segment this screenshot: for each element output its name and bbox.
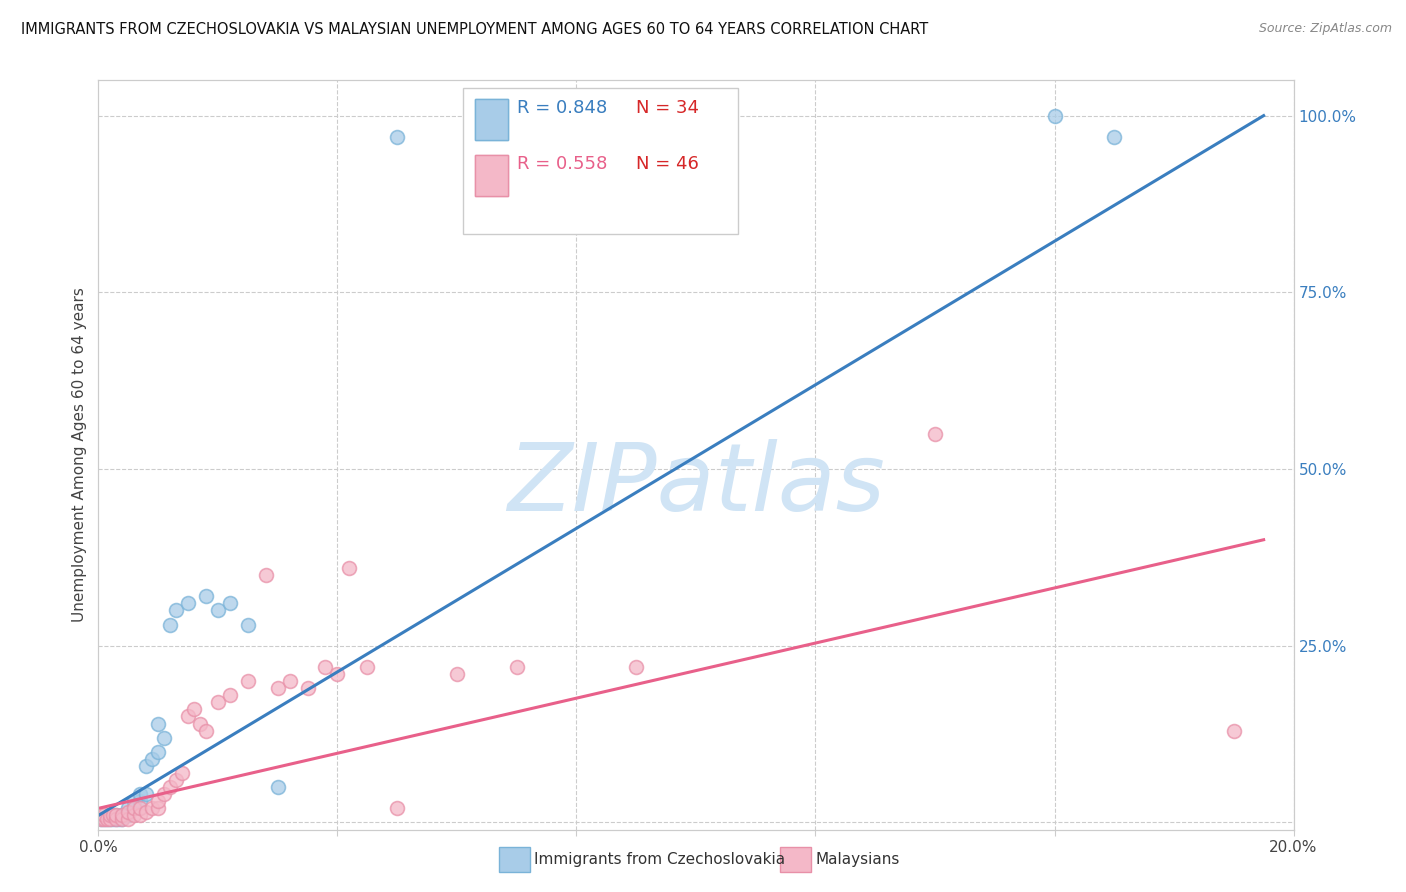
Point bbox=[124, 801, 146, 815]
Point bbox=[135, 787, 157, 801]
Point bbox=[195, 723, 218, 738]
Point bbox=[339, 561, 361, 575]
Point bbox=[117, 801, 139, 815]
Point bbox=[1223, 723, 1246, 738]
Point bbox=[207, 603, 229, 617]
Point bbox=[159, 617, 181, 632]
Point bbox=[103, 808, 125, 822]
Point bbox=[356, 660, 378, 674]
Point bbox=[105, 812, 128, 826]
Point bbox=[165, 773, 187, 788]
Point bbox=[148, 801, 170, 815]
Point bbox=[385, 129, 409, 144]
Text: R = 0.848: R = 0.848 bbox=[517, 99, 607, 117]
Point bbox=[117, 805, 139, 819]
Point bbox=[105, 808, 128, 822]
Point bbox=[183, 702, 205, 716]
Point bbox=[108, 812, 131, 826]
Point bbox=[148, 794, 170, 808]
Point bbox=[177, 596, 200, 610]
Point bbox=[129, 808, 152, 822]
Point bbox=[506, 660, 529, 674]
Point bbox=[278, 674, 301, 689]
Point bbox=[254, 568, 277, 582]
Point bbox=[135, 759, 157, 773]
Point bbox=[141, 752, 163, 766]
Text: N = 34: N = 34 bbox=[637, 99, 699, 117]
Point bbox=[111, 808, 134, 822]
Point bbox=[207, 695, 229, 709]
Point bbox=[129, 787, 152, 801]
Point bbox=[219, 596, 242, 610]
Point bbox=[924, 426, 946, 441]
Point bbox=[153, 787, 176, 801]
Point bbox=[90, 812, 112, 826]
Point bbox=[236, 617, 259, 632]
FancyBboxPatch shape bbox=[463, 87, 738, 234]
Text: N = 34: N = 34 bbox=[637, 99, 699, 117]
Point bbox=[96, 812, 118, 826]
Point bbox=[315, 660, 337, 674]
Point bbox=[111, 812, 134, 826]
Point bbox=[96, 812, 118, 826]
Point bbox=[103, 812, 125, 826]
Text: Immigrants from Czechoslovakia: Immigrants from Czechoslovakia bbox=[534, 853, 786, 867]
Text: R = 0.848: R = 0.848 bbox=[517, 99, 607, 117]
Point bbox=[93, 808, 115, 822]
Point bbox=[172, 766, 194, 780]
Point bbox=[626, 660, 648, 674]
Text: IMMIGRANTS FROM CZECHOSLOVAKIA VS MALAYSIAN UNEMPLOYMENT AMONG AGES 60 TO 64 YEA: IMMIGRANTS FROM CZECHOSLOVAKIA VS MALAYS… bbox=[21, 22, 928, 37]
Point bbox=[446, 667, 468, 681]
FancyBboxPatch shape bbox=[475, 155, 509, 196]
Point bbox=[159, 780, 181, 794]
Point bbox=[124, 794, 146, 808]
Point bbox=[326, 667, 349, 681]
Point bbox=[165, 603, 187, 617]
Point bbox=[219, 688, 242, 702]
Point bbox=[236, 674, 259, 689]
Point bbox=[141, 801, 163, 815]
Point bbox=[111, 808, 134, 822]
Point bbox=[297, 681, 319, 696]
Point bbox=[188, 716, 211, 731]
Point bbox=[124, 808, 146, 822]
Y-axis label: Unemployment Among Ages 60 to 64 years: Unemployment Among Ages 60 to 64 years bbox=[72, 287, 87, 623]
Text: R = 0.558: R = 0.558 bbox=[517, 155, 607, 173]
Point bbox=[111, 812, 134, 826]
Text: Malaysians: Malaysians bbox=[815, 853, 900, 867]
Text: R = 0.558: R = 0.558 bbox=[517, 155, 607, 173]
Point bbox=[267, 780, 290, 794]
Point bbox=[177, 709, 200, 723]
Point bbox=[153, 731, 176, 745]
Point bbox=[148, 745, 170, 759]
Point bbox=[1104, 129, 1126, 144]
Point bbox=[93, 812, 115, 826]
Point bbox=[114, 808, 136, 822]
Point bbox=[124, 801, 146, 815]
Point bbox=[98, 812, 122, 826]
Point bbox=[93, 812, 115, 826]
Point bbox=[385, 801, 409, 815]
Point bbox=[195, 589, 218, 603]
Text: Source: ZipAtlas.com: Source: ZipAtlas.com bbox=[1258, 22, 1392, 36]
Text: N = 46: N = 46 bbox=[637, 155, 699, 173]
Point bbox=[90, 812, 112, 826]
Text: ZIPatlas: ZIPatlas bbox=[508, 440, 884, 531]
Point bbox=[105, 812, 128, 826]
Point bbox=[117, 812, 139, 826]
Point bbox=[1043, 109, 1066, 123]
Point bbox=[98, 812, 122, 826]
Point bbox=[105, 808, 128, 822]
Point bbox=[117, 808, 139, 822]
Point bbox=[129, 794, 152, 808]
Point bbox=[148, 716, 170, 731]
Point bbox=[98, 808, 122, 822]
Text: N = 46: N = 46 bbox=[637, 155, 699, 173]
Point bbox=[267, 681, 290, 696]
Point bbox=[135, 805, 157, 819]
FancyBboxPatch shape bbox=[475, 99, 509, 140]
Point bbox=[129, 801, 152, 815]
